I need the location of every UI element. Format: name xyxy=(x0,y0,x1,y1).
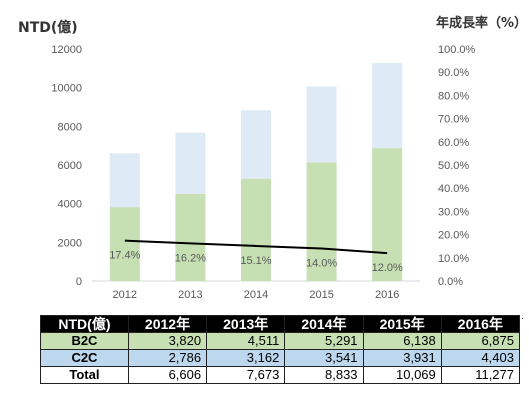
growth-rate-label: 16.2% xyxy=(175,252,206,264)
table-cell: 3,820 xyxy=(127,332,208,350)
footnote-mark: . xyxy=(521,311,524,322)
x-tick-label: 2013 xyxy=(178,289,202,301)
y-tick-label: 4000 xyxy=(58,199,82,211)
y-tick-label: 12000 xyxy=(51,44,82,56)
data-table: NTD(億) 2012年 2013年 2014年 2015年 2016年 B2C… xyxy=(40,315,521,384)
table-header-cell: 2012年 xyxy=(127,315,208,333)
table-header-cell: 2015年 xyxy=(362,315,442,333)
table-cell: 10,069 xyxy=(362,366,442,384)
y-tick-label: 2000 xyxy=(58,237,82,249)
table-row-total: Total 6,606 7,673 8,833 10,069 11,277 xyxy=(40,366,521,384)
y-tick-label: 10000 xyxy=(51,83,82,95)
table-header-cell: 2013年 xyxy=(206,315,286,333)
bar-c2c-2014 xyxy=(241,110,271,179)
y-axis-title-right: 年成長率（%） xyxy=(436,16,528,31)
table-cell: 3,931 xyxy=(362,349,442,367)
table-cell: 3,541 xyxy=(284,349,364,367)
growth-rate-label: 15.1% xyxy=(240,255,271,267)
stacked-bar-chart: 0 2000 4000 6000 8000 10000 12000 0.0% 10.0% 20.… xyxy=(51,44,476,301)
table-header-row: NTD(億) 2012年 2013年 2014年 2015年 2016年 xyxy=(40,315,521,333)
table-cell: 11,277 xyxy=(440,366,521,384)
table-row-b2c: B2C 3,820 4,511 5,291 6,138 6,875 xyxy=(40,332,521,350)
y2-tick-label: 0.0% xyxy=(438,276,463,288)
growth-rate-label: 14.0% xyxy=(306,258,337,270)
bar-b2c-2014 xyxy=(241,178,271,281)
y-tick-label: 8000 xyxy=(58,121,82,133)
table-row-label: C2C xyxy=(40,349,129,367)
y2-tick-label: 60.0% xyxy=(438,137,469,149)
table-row-label: B2C xyxy=(40,332,129,350)
growth-rate-line-group: 17.4% 16.2% 15.1% 14.0% 12.0% xyxy=(109,239,403,274)
bar-c2c-2016 xyxy=(372,62,403,149)
y-axis-right: 0.0% 10.0% 20.0% 30.0% 40.0% 50.0% 60.0% 70.0% 8… xyxy=(438,44,476,288)
growth-rate-label: 12.0% xyxy=(372,262,403,274)
bar-c2c-2015 xyxy=(306,86,337,163)
x-axis: 2012 2013 2014 2015 2016 xyxy=(113,289,400,301)
y2-tick-label: 70.0% xyxy=(438,114,469,126)
table-cell: 4,511 xyxy=(206,332,286,350)
bar-b2c-2016 xyxy=(372,148,403,281)
y2-tick-label: 20.0% xyxy=(438,230,469,242)
bar-b2c-2015 xyxy=(306,162,337,281)
bar-c2c-2013 xyxy=(175,132,206,194)
bar-b2c-2012 xyxy=(109,207,140,281)
y2-tick-label: 100.0% xyxy=(438,44,476,56)
table-header-cell: NTD(億) xyxy=(40,315,129,333)
table-header-cell: 2016年 xyxy=(440,315,521,333)
y2-tick-label: 90.0% xyxy=(438,67,469,79)
table-cell: 8,833 xyxy=(284,366,364,384)
growth-rate-label: 17.4% xyxy=(109,250,140,262)
y-tick-label: 6000 xyxy=(58,160,82,172)
x-tick-label: 2014 xyxy=(244,289,268,301)
growth-rate-line xyxy=(124,239,388,255)
table-header-cell: 2014年 xyxy=(284,315,364,333)
table-cell: 6,138 xyxy=(362,332,442,350)
table-cell: 6,606 xyxy=(127,366,208,384)
table-cell: 6,875 xyxy=(440,332,521,350)
y-axis-left: 0 2000 4000 6000 8000 10000 12000 xyxy=(51,44,82,288)
bars-group xyxy=(109,62,403,281)
table-cell: 5,291 xyxy=(284,332,364,350)
bar-c2c-2012 xyxy=(109,153,140,208)
x-tick-label: 2015 xyxy=(309,289,333,301)
table-cell: 4,403 xyxy=(440,349,521,367)
y2-tick-label: 50.0% xyxy=(438,160,469,172)
bar-b2c-2013 xyxy=(175,193,206,281)
y2-tick-label: 80.0% xyxy=(438,90,469,102)
table-row-label: Total xyxy=(40,366,129,384)
table-cell: 3,162 xyxy=(206,349,286,367)
x-tick-label: 2016 xyxy=(375,289,399,301)
table-cell: 7,673 xyxy=(206,366,286,384)
y-axis-title-left: NTD(億) xyxy=(18,20,78,36)
x-tick-label: 2012 xyxy=(113,289,137,301)
table-row-c2c: C2C 2,786 3,162 3,541 3,931 4,403 xyxy=(40,349,521,367)
table-cell: 2,786 xyxy=(127,349,208,367)
y-tick-label: 0 xyxy=(76,276,82,288)
y2-tick-label: 10.0% xyxy=(438,253,469,265)
y2-tick-label: 30.0% xyxy=(438,206,469,218)
y2-tick-label: 40.0% xyxy=(438,183,469,195)
